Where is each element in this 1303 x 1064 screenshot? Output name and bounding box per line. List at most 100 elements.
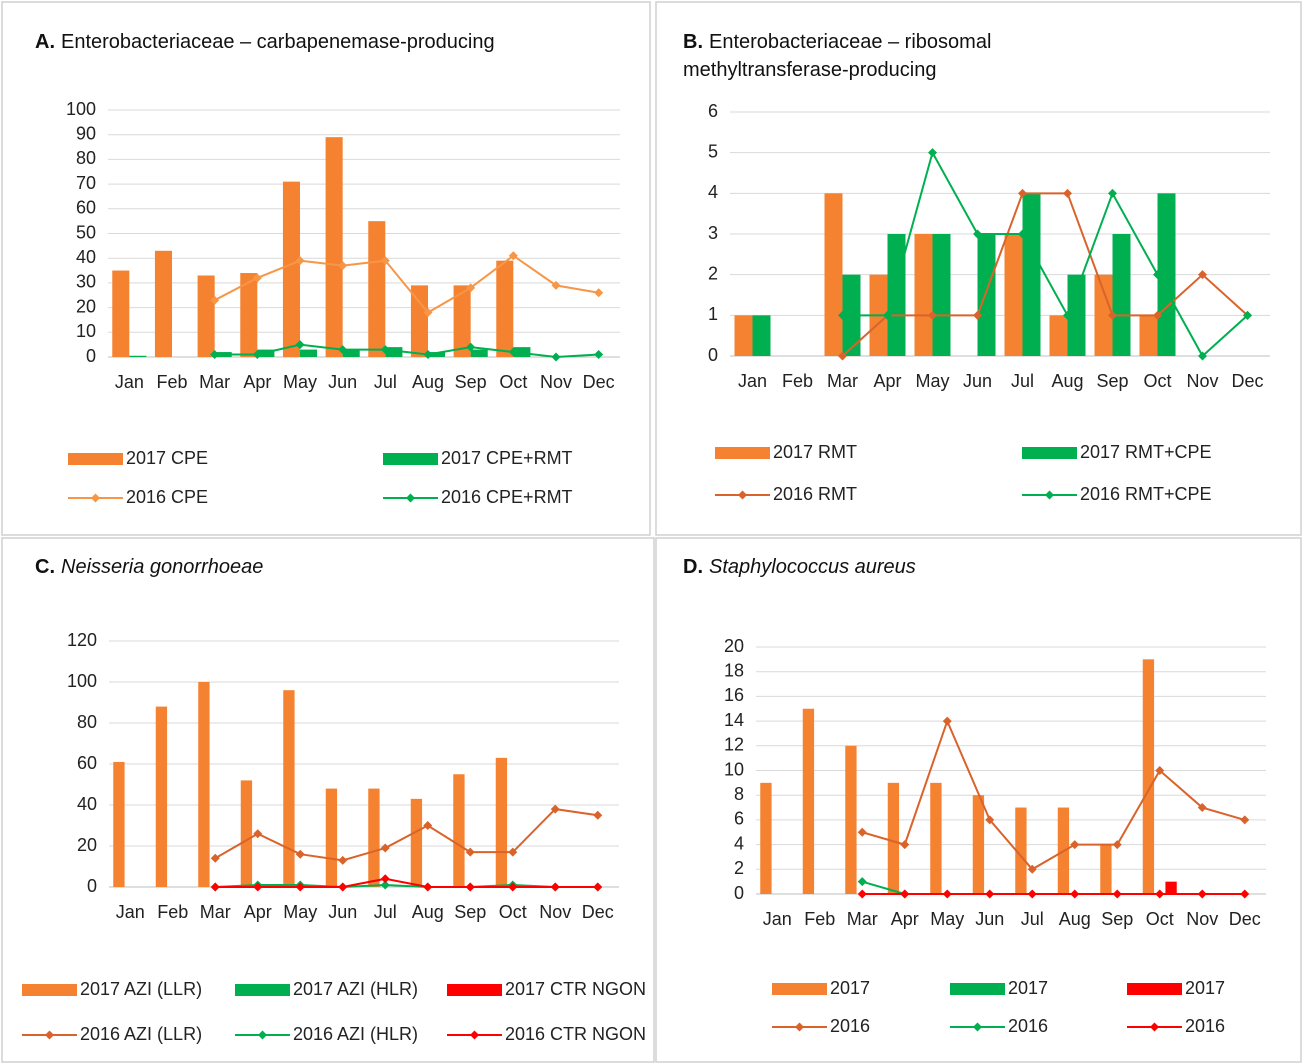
- y-tick-label: 120: [67, 630, 97, 650]
- y-tick-label: 80: [77, 712, 97, 732]
- y-tick-label: 12: [724, 735, 744, 755]
- x-tick-label: Apr: [244, 902, 272, 922]
- x-tick-label: May: [930, 909, 964, 929]
- marker: [295, 256, 305, 266]
- marker: [466, 342, 476, 352]
- marker: [253, 882, 263, 892]
- legend-swatch: [1022, 447, 1077, 459]
- bar: [368, 788, 380, 887]
- bar: [1022, 193, 1041, 356]
- line: [214, 343, 599, 359]
- marker: [1198, 351, 1207, 361]
- legend-swatch: [22, 984, 77, 996]
- legend-swatch: [715, 447, 770, 459]
- legend-marker: [470, 1030, 479, 1040]
- marker: [508, 347, 518, 357]
- x-tick-label: Sep: [454, 902, 486, 922]
- marker: [465, 882, 475, 892]
- x-tick-label: Jun: [328, 372, 357, 392]
- panel-border: [655, 1, 1302, 536]
- bar: [1067, 274, 1086, 356]
- marker: [1063, 310, 1072, 320]
- marker: [857, 877, 867, 887]
- marker: [295, 340, 305, 350]
- y-tick-label: 80: [76, 148, 96, 168]
- marker: [1153, 270, 1162, 280]
- bar: [240, 780, 253, 887]
- panel-label: C.: [35, 556, 55, 578]
- y-tick-label: 5: [708, 141, 718, 161]
- marker: [1070, 889, 1080, 899]
- bar: [760, 782, 772, 894]
- y-tick-label: 100: [67, 671, 97, 691]
- y-tick-label: 10: [76, 321, 96, 341]
- x-tick-label: Nov: [1186, 909, 1218, 929]
- x-tick-label: Apr: [873, 371, 901, 391]
- marker: [252, 350, 262, 360]
- bar: [495, 757, 508, 887]
- legend-label: 2017: [1008, 978, 1048, 998]
- marker: [594, 350, 604, 360]
- x-tick-label: Jul: [1011, 371, 1034, 391]
- x-tick-label: May: [283, 902, 317, 922]
- bar: [410, 798, 423, 887]
- bar: [325, 137, 343, 357]
- marker: [423, 308, 433, 318]
- legend-marker: [973, 1022, 982, 1032]
- marker: [593, 882, 603, 892]
- legend-swatch: [950, 983, 1005, 995]
- x-tick-label: Aug: [1059, 909, 1091, 929]
- y-tick-label: 0: [86, 346, 96, 366]
- bar: [368, 221, 386, 357]
- panel-label: B.: [683, 31, 703, 53]
- x-tick-label: Jan: [115, 372, 144, 392]
- legend-label: 2016 RMT: [773, 484, 857, 504]
- y-tick-label: 60: [76, 198, 96, 218]
- bar: [325, 788, 338, 887]
- marker: [338, 261, 348, 271]
- x-tick-label: Apr: [891, 909, 919, 929]
- bar: [1094, 274, 1113, 356]
- legend-marker: [91, 493, 100, 503]
- y-tick-label: 18: [724, 660, 744, 680]
- title-text: Enterobacteriaceae – ribosomal methyltra…: [683, 31, 992, 81]
- marker: [1197, 803, 1207, 813]
- line: [861, 718, 1246, 871]
- marker: [1027, 889, 1037, 899]
- legend-label: 2017 CPE+RMT: [441, 448, 573, 468]
- bar: [470, 349, 488, 357]
- y-tick-label: 2: [708, 263, 718, 283]
- legend-label: 2017 AZI (LLR): [80, 979, 202, 999]
- marker: [423, 821, 433, 830]
- chart-title: A. Enterobacteriaceae – carbapenemase-pro…: [35, 28, 635, 56]
- legend-marker: [1045, 490, 1054, 500]
- y-tick-label: 10: [724, 759, 744, 779]
- y-tick-label: 0: [734, 883, 744, 903]
- bar: [977, 234, 996, 356]
- y-tick-label: 3: [708, 223, 718, 243]
- marker: [1108, 188, 1117, 198]
- bar: [240, 273, 258, 357]
- marker: [466, 283, 476, 293]
- legend-marker: [1150, 1022, 1159, 1032]
- marker: [508, 251, 518, 261]
- x-tick-label: Dec: [1231, 371, 1263, 391]
- marker: [508, 847, 518, 857]
- x-tick-label: Feb: [782, 371, 813, 391]
- x-tick-label: Aug: [1051, 371, 1083, 391]
- legend-marker: [406, 493, 415, 503]
- marker: [883, 310, 892, 320]
- x-tick-label: Apr: [243, 372, 271, 392]
- chart-title: C. Neisseria gonorrhoeae: [35, 553, 635, 581]
- bar: [496, 260, 514, 357]
- x-tick-label: Dec: [582, 902, 614, 922]
- bar: [802, 708, 815, 894]
- marker: [1027, 864, 1037, 874]
- legend-marker: [795, 1022, 804, 1032]
- x-tick-label: Dec: [583, 372, 615, 392]
- x-tick-label: May: [915, 371, 949, 391]
- legend-swatch: [68, 453, 123, 465]
- panel-label: D.: [683, 556, 703, 578]
- x-tick-label: Sep: [1096, 371, 1128, 391]
- bar: [453, 285, 471, 357]
